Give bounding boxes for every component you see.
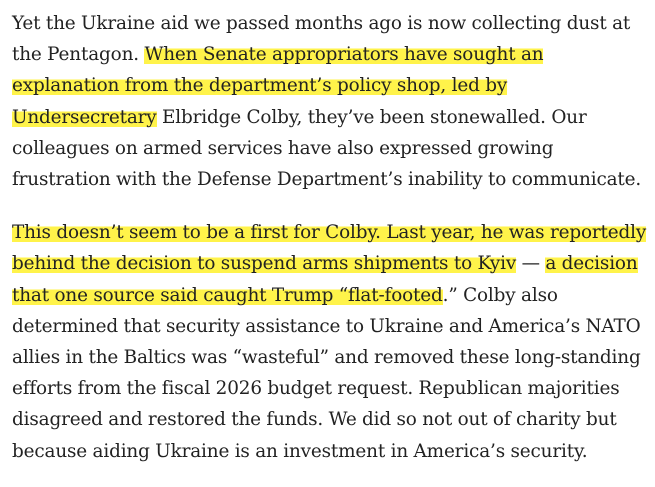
article-body: Yet the Ukraine aid we passed months ago…	[12, 8, 652, 467]
text-segment: .” Colby also determined that security a…	[12, 284, 641, 462]
text-segment: Yet the Ukraine aid we passed months ago…	[12, 13, 631, 66]
paragraph-colby: This doesn’t seem to be a first for Colb…	[12, 217, 652, 467]
text-segment: —	[516, 253, 546, 275]
paragraph-ukraine-aid: Yet the Ukraine aid we passed months ago…	[12, 8, 652, 195]
text-segment: Elbridge Colby, they’ve been stonewalled…	[12, 106, 642, 191]
